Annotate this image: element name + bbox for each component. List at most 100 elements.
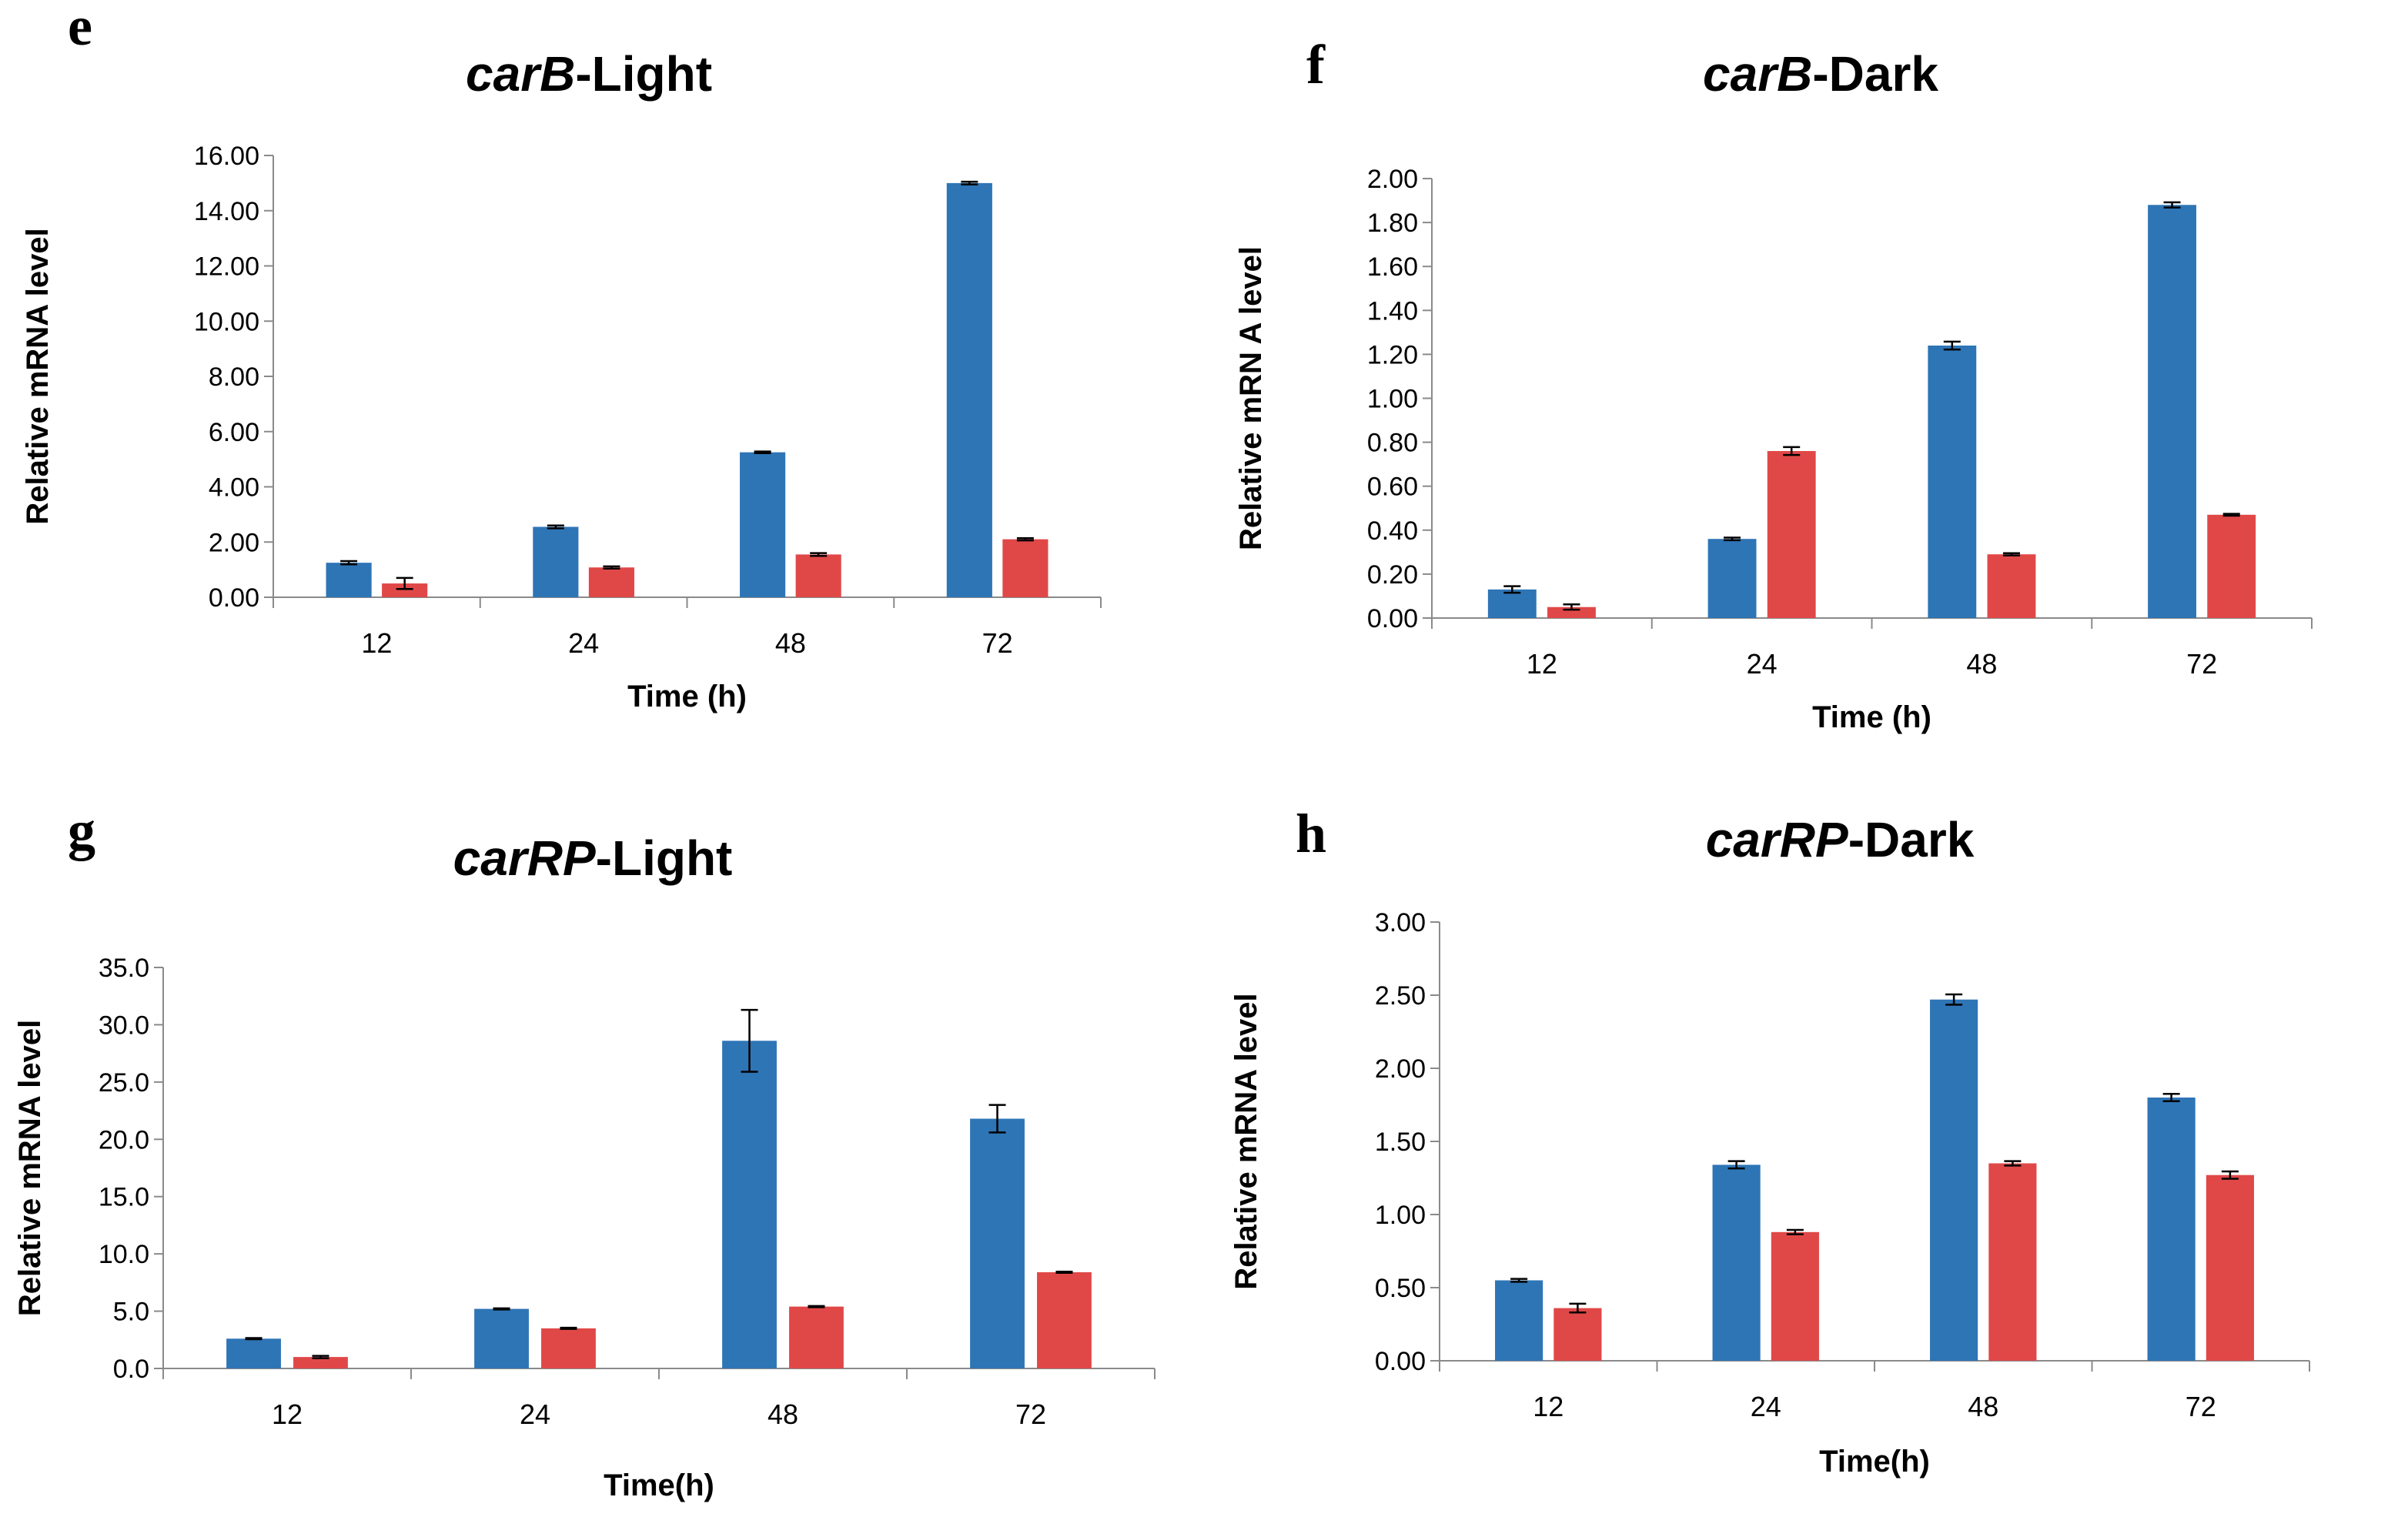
bar-series-2 bbox=[2207, 514, 2256, 618]
y-tick-label: 0.00 bbox=[1367, 604, 1418, 633]
y-tick-label: 5.0 bbox=[113, 1298, 149, 1327]
y-tick-label: 1.60 bbox=[1367, 252, 1418, 282]
bar-series-2 bbox=[1547, 606, 1596, 618]
bar-series-1 bbox=[474, 1308, 529, 1368]
bar-series-2 bbox=[382, 583, 428, 597]
chart-title-gene: carRP bbox=[453, 830, 596, 886]
x-tick-label: 12 bbox=[272, 1398, 303, 1430]
x-tick-label: 12 bbox=[1533, 1391, 1564, 1422]
chart-title-condition: -Dark bbox=[1848, 812, 1975, 867]
y-axis-title: Relative mRNA level bbox=[13, 1020, 47, 1316]
x-tick-label: 48 bbox=[1968, 1391, 1998, 1422]
bar-series-2 bbox=[2206, 1175, 2254, 1361]
x-tick-label: 72 bbox=[2186, 1391, 2216, 1422]
chart-panel-e: e carB-Light 0.00 2.00 4.00 6.00 8.00 10.00 12.0… bbox=[21, 0, 1102, 713]
y-tick-label: 2.00 bbox=[1375, 1054, 1426, 1084]
y-tick-label: 1.00 bbox=[1375, 1201, 1426, 1230]
y-tick-label: 30.0 bbox=[99, 1011, 149, 1040]
y-tick-label: 0.00 bbox=[209, 583, 259, 613]
y-tick-label: 12.00 bbox=[194, 252, 259, 282]
bar-series-1 bbox=[2147, 1098, 2196, 1361]
x-tick-label: 24 bbox=[1747, 648, 1778, 680]
chart-title: carB-Light bbox=[466, 46, 712, 102]
x-axis-title: Time (h) bbox=[1812, 700, 1931, 734]
chart-panel-f: f carB-Dark 0.00 0.20 0.40 0.60 0.80 1.00 1.20 1.… bbox=[1234, 34, 2313, 734]
y-tick-label: 1.50 bbox=[1375, 1128, 1426, 1157]
y-tick-label: 0.60 bbox=[1367, 473, 1418, 502]
bar-series-2 bbox=[588, 567, 634, 597]
bar-series-2 bbox=[1988, 1163, 2037, 1361]
x-tick-label: 72 bbox=[982, 627, 1013, 659]
y-tick-label: 16.00 bbox=[194, 142, 259, 171]
y-tick-label: 1.40 bbox=[1367, 296, 1418, 326]
y-tick-label: 15.0 bbox=[99, 1183, 149, 1212]
y-tick-label: 25.0 bbox=[99, 1068, 149, 1098]
x-tick-label: 48 bbox=[1966, 648, 1997, 680]
bar-series-2 bbox=[1553, 1308, 1602, 1361]
chart-title-condition: -Dark bbox=[1812, 46, 1938, 102]
y-axis-title: Relative mRNA level bbox=[21, 228, 55, 524]
bar-series-1 bbox=[1707, 539, 1757, 618]
bar-series-1 bbox=[1930, 999, 1978, 1361]
bar-series-2 bbox=[1037, 1271, 1092, 1368]
chart-panel-h: h carRP-Dark 0.00 0.50 1.00 1.50 2.00 2.50 3.00 1… bbox=[1229, 803, 2310, 1479]
bar-series-1 bbox=[970, 1118, 1025, 1368]
y-tick-label: 10.00 bbox=[194, 307, 259, 336]
y-axis-title: Relative mRN A level bbox=[1234, 246, 1268, 550]
y-tick-label: 0.80 bbox=[1367, 429, 1418, 458]
y-tick-label: 0.40 bbox=[1367, 516, 1418, 546]
bar-series-2 bbox=[541, 1328, 596, 1368]
y-axis-title: Relative mRNA level bbox=[1229, 993, 1263, 1289]
bar-series-2 bbox=[1987, 554, 2036, 618]
panel-letter: g bbox=[68, 800, 95, 861]
bar-series-1 bbox=[1487, 589, 1537, 618]
y-tick-label: 4.00 bbox=[209, 473, 259, 503]
bar-series-1 bbox=[533, 526, 579, 597]
x-tick-label: 12 bbox=[361, 627, 392, 659]
x-tick-label: 24 bbox=[568, 627, 599, 659]
y-tick-label: 14.00 bbox=[194, 197, 259, 226]
chart-title-gene: carRP bbox=[1706, 812, 1848, 867]
chart-title-gene: carB bbox=[1703, 46, 1812, 102]
bar-series-1 bbox=[1712, 1164, 1761, 1361]
bar-series-2 bbox=[789, 1306, 844, 1368]
bar-series-1 bbox=[946, 182, 992, 597]
bar-series-1 bbox=[1928, 345, 1977, 618]
y-tick-label: 1.80 bbox=[1367, 209, 1418, 238]
y-tick-label: 1.00 bbox=[1367, 385, 1418, 414]
y-tick-label: 20.0 bbox=[99, 1125, 149, 1154]
y-tick-label: 3.00 bbox=[1375, 908, 1426, 937]
bar-series-2 bbox=[1771, 1231, 1819, 1361]
y-tick-label: 0.0 bbox=[113, 1355, 149, 1384]
bar-series-2 bbox=[795, 554, 841, 597]
y-tick-label: 2.00 bbox=[209, 528, 259, 557]
bar-series-2 bbox=[1767, 451, 1816, 618]
y-tick-label: 0.20 bbox=[1367, 560, 1418, 590]
bar-series-2 bbox=[1002, 539, 1048, 597]
x-tick-label: 48 bbox=[768, 1398, 798, 1430]
chart-title: carB-Dark bbox=[1703, 46, 1938, 102]
x-axis-title: Time(h) bbox=[1819, 1445, 1930, 1479]
panel-letter: e bbox=[68, 0, 92, 57]
y-tick-label: 1.20 bbox=[1367, 340, 1418, 369]
chart-title-gene: carB bbox=[466, 46, 575, 102]
panel-letter: h bbox=[1296, 803, 1326, 864]
y-tick-label: 2.00 bbox=[1367, 165, 1418, 194]
y-tick-label: 2.50 bbox=[1375, 981, 1426, 1011]
y-tick-label: 6.00 bbox=[209, 418, 259, 447]
x-tick-label: 72 bbox=[1015, 1398, 1046, 1430]
x-tick-label: 24 bbox=[1751, 1391, 1781, 1422]
x-axis-title: Time(h) bbox=[604, 1469, 714, 1502]
x-tick-label: 48 bbox=[775, 627, 806, 659]
bar-series-2 bbox=[293, 1357, 348, 1368]
chart-panel-g: g carRP-Light 0.0 5.0 10.0 15.0 20.0 25.0 30.0 35… bbox=[13, 800, 1156, 1502]
y-tick-label: 10.0 bbox=[99, 1240, 149, 1269]
y-tick-label: 0.50 bbox=[1375, 1274, 1426, 1303]
chart-title: carRP-Dark bbox=[1706, 812, 1975, 867]
y-tick-label: 8.00 bbox=[209, 363, 259, 392]
bar-series-1 bbox=[740, 452, 786, 597]
bar-series-1 bbox=[722, 1041, 777, 1368]
bar-series-1 bbox=[2148, 205, 2196, 618]
x-tick-label: 72 bbox=[2186, 648, 2217, 680]
chart-title-condition: -Light bbox=[575, 46, 712, 102]
